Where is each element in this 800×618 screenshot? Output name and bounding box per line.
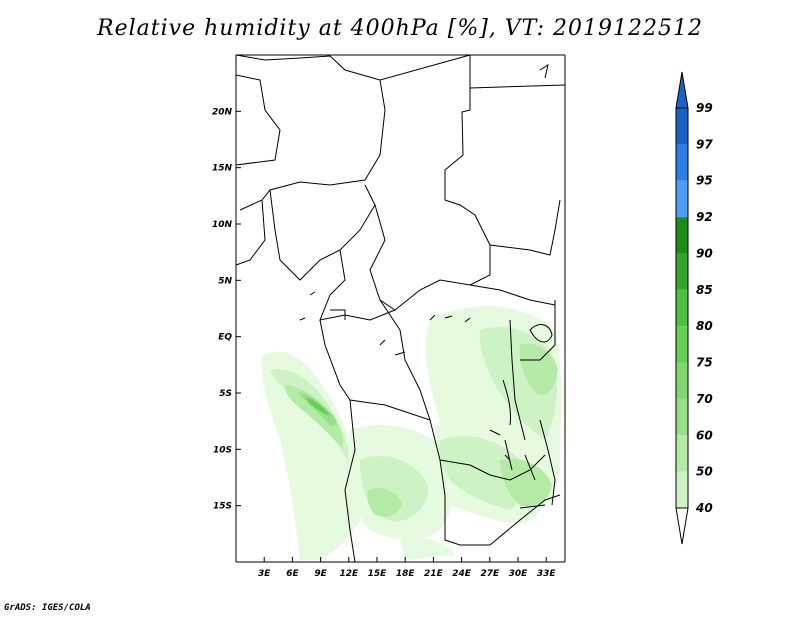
lon-tick-label: 30E [509,569,529,579]
colorbar-level-label: 95 [696,174,713,188]
lat-tick-label: 20N [212,107,233,117]
colorbar-level-label: 97 [696,137,713,151]
colorbar-top-arrow [675,71,689,109]
lon-tick-label: 27E [480,569,500,579]
lon-tick-label: 33E [537,569,557,579]
lon-tick-label: 21E [424,569,444,579]
colorbar-bottom-arrow [675,507,689,545]
lon-tick-label: 6E [286,569,299,579]
lat-tick-label: 5S [219,389,232,399]
colorbar-segment [676,289,688,327]
longitude-axis: 3E 6E 9E 12E 15E 18E 21E 24E 27E 30E 33E [258,557,556,579]
colorbar: 40 50 60 70 75 80 85 90 92 95 97 99 [675,71,713,545]
colorbar-segment [676,108,688,145]
lon-tick-label: 12E [339,569,359,579]
lon-tick-label: 24E [452,569,472,579]
colorbar-level-label: 70 [696,392,713,406]
lat-tick-label: EQ [218,333,232,343]
colorbar-level-label: 90 [696,246,713,260]
colorbar-segment [676,326,688,363]
colorbar-level-label: 60 [696,428,713,442]
lon-tick-label: 9E [314,569,327,579]
colorbar-level-label: 40 [695,501,713,515]
latitude-axis: 20N 15N 10N 5N EQ 5S 10S 15S [212,107,241,512]
colorbar-segment [676,471,688,508]
colorbar-segment [676,253,688,290]
lat-tick-label: 10S [213,445,232,455]
colorbar-segment [676,180,688,218]
colorbar-segment [676,217,688,254]
lon-tick-label: 18E [396,569,416,579]
colorbar-segment [676,362,688,399]
lat-tick-label: 5N [218,276,232,286]
lon-tick-label: 15E [368,569,388,579]
colorbar-level-label: 92 [696,210,713,224]
grads-credit: GrADS: IGES/COLA [4,603,91,613]
lat-tick-label: 15N [212,164,233,174]
colorbar-segment [676,144,688,181]
lat-tick-label: 10N [212,220,233,230]
colorbar-segment [676,435,688,472]
map-title: Relative humidity at 400hPa [%], VT: 201… [97,16,703,41]
colorbar-segment [676,398,688,436]
country-borders [235,54,566,563]
colorbar-level-label: 99 [696,101,713,115]
colorbar-level-label: 85 [696,283,713,297]
humidity-shading [261,306,562,560]
lat-tick-label: 15S [213,502,232,512]
lon-tick-label: 3E [258,569,271,579]
colorbar-level-label: 50 [696,465,713,479]
colorbar-level-label: 75 [696,356,713,370]
colorbar-level-label: 80 [696,319,713,333]
